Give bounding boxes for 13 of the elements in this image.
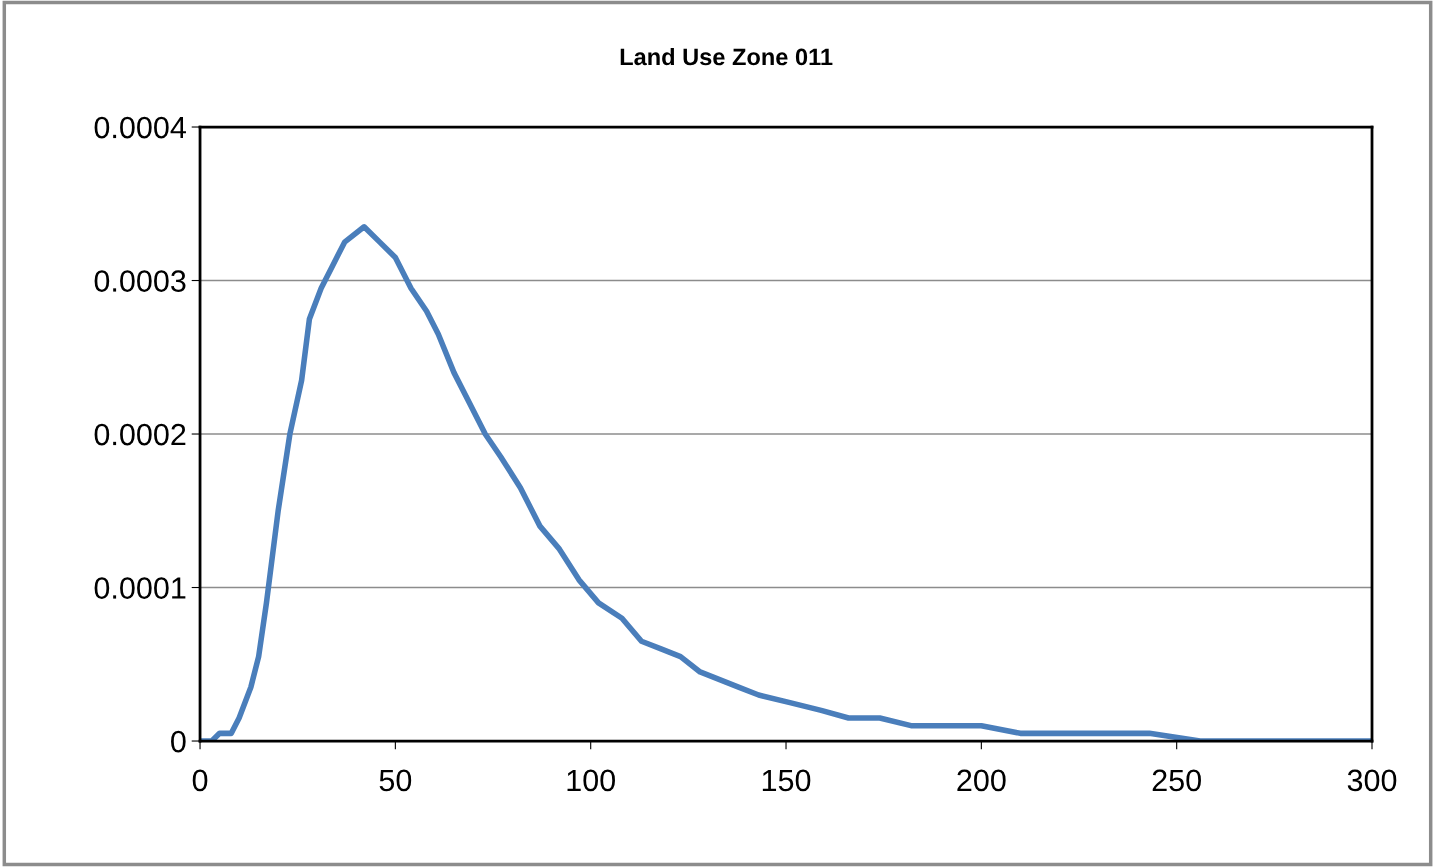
chart-title: Land Use Zone 011 bbox=[620, 47, 833, 66]
y-tick-label: 0.0004 bbox=[94, 116, 186, 139]
x-tick-label: 50 bbox=[379, 769, 412, 792]
x-tick-label: 0 bbox=[192, 769, 208, 792]
x-tick-label: 100 bbox=[567, 769, 615, 792]
x-tick-label: 150 bbox=[762, 769, 811, 792]
y-tick-label: 0.0003 bbox=[94, 270, 186, 292]
y-tick-label: 0 bbox=[171, 730, 186, 753]
x-tick-label: 200 bbox=[957, 769, 1006, 792]
x-tick-label: 300 bbox=[1347, 769, 1397, 792]
x-tick-label: 250 bbox=[1152, 769, 1201, 792]
y-tick-label: 0.0002 bbox=[94, 423, 186, 446]
y-tick-label: 0.0001 bbox=[94, 577, 186, 599]
